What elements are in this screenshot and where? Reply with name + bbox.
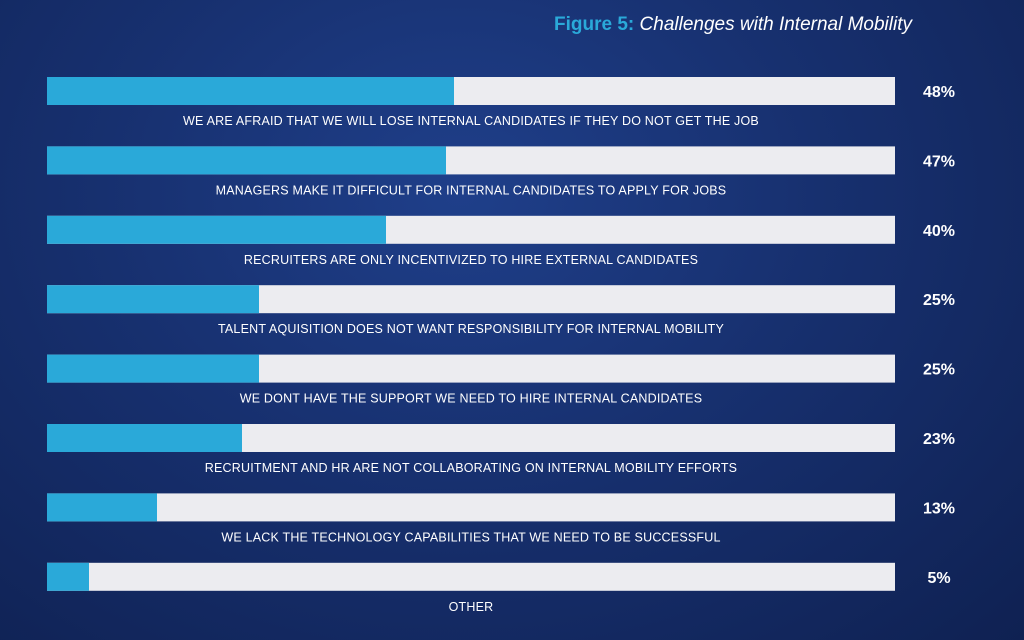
bar bbox=[47, 146, 446, 175]
category-label: WE DONT HAVE THE SUPPORT WE NEED TO HIRE… bbox=[240, 392, 703, 406]
data-label: 5% bbox=[927, 570, 950, 587]
bar bbox=[47, 424, 242, 452]
data-label: 23% bbox=[923, 431, 955, 448]
figure-title: Challenges with Internal Mobility bbox=[639, 14, 912, 35]
data-label: 25% bbox=[923, 362, 955, 379]
bar bbox=[47, 285, 259, 314]
data-label: 47% bbox=[923, 153, 955, 170]
category-label: WE LACK THE TECHNOLOGY CAPABILITIES THAT… bbox=[221, 530, 720, 544]
bar-track bbox=[47, 562, 895, 591]
category-label: MANAGERS MAKE IT DIFFICULT FOR INTERNAL … bbox=[216, 183, 727, 197]
bar bbox=[47, 493, 157, 522]
category-label: WE ARE AFRAID THAT WE WILL LOSE INTERNAL… bbox=[183, 114, 759, 128]
bar-track bbox=[47, 493, 895, 522]
category-label: RECRUITERS ARE ONLY INCENTIVIZED TO HIRE… bbox=[244, 253, 698, 267]
category-label: RECRUITMENT AND HR ARE NOT COLLABORATING… bbox=[205, 461, 737, 475]
bar bbox=[47, 562, 89, 591]
data-label: 48% bbox=[923, 84, 955, 101]
data-label: 40% bbox=[923, 223, 955, 240]
data-label: 25% bbox=[923, 292, 955, 309]
bar bbox=[47, 354, 259, 383]
bar bbox=[47, 215, 386, 244]
bar bbox=[47, 77, 454, 105]
category-label: TALENT AQUISITION DOES NOT WANT RESPONSI… bbox=[218, 322, 725, 336]
data-label: 13% bbox=[923, 500, 955, 517]
chart-title: Figure 5: Challenges with Internal Mobil… bbox=[0, 14, 912, 36]
figure-number: Figure 5: bbox=[554, 14, 635, 35]
category-label: OTHER bbox=[449, 600, 494, 614]
